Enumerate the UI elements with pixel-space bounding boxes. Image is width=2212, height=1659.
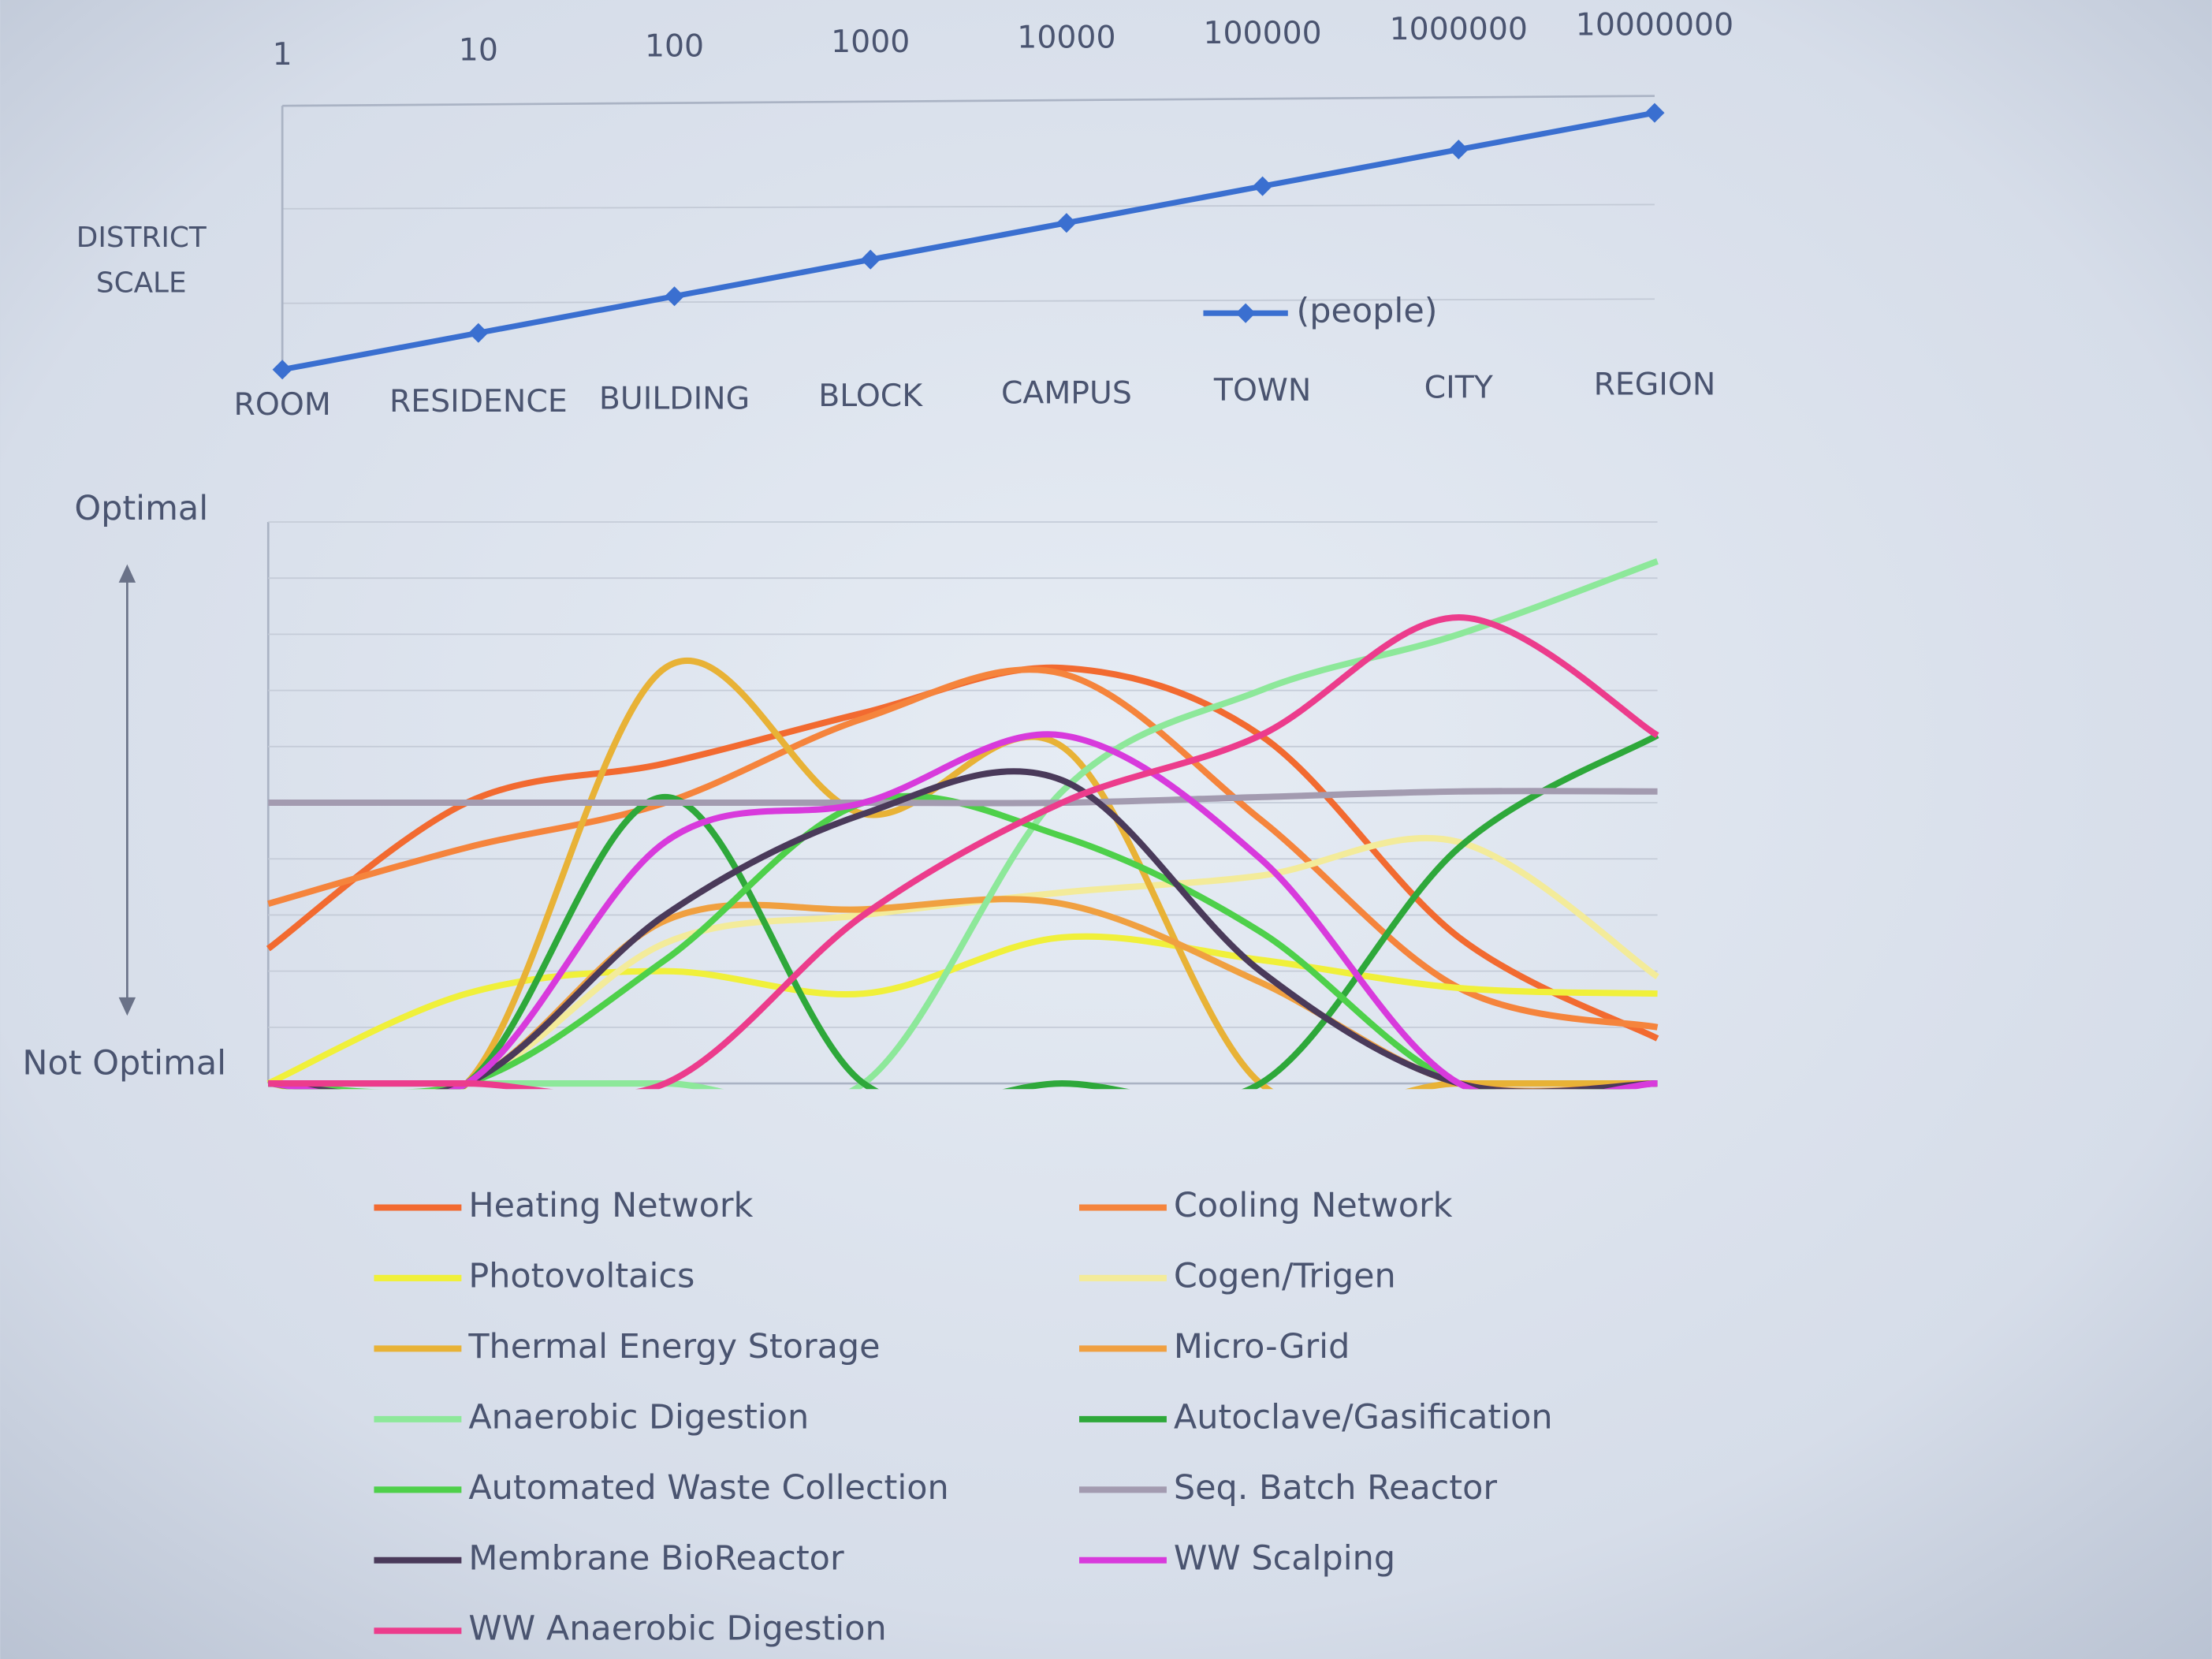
x-tick-label: REGION: [1594, 367, 1716, 403]
legend-label: Autoclave/Gasification: [1174, 1397, 1553, 1437]
series-line: [267, 666, 1659, 1031]
legend-label: (people): [1297, 292, 1438, 331]
x-tick-label: CITY: [1424, 369, 1494, 405]
data-label: 100000: [1203, 15, 1321, 51]
x-tick-label: ROOM: [234, 386, 331, 423]
y-label-top: Optimal: [74, 489, 208, 528]
frame-line: [282, 203, 1655, 210]
y-axis-label: DISTRICT SCALE: [76, 220, 207, 300]
y-label-box: DISTRICT SCALE: [76, 220, 207, 300]
y-label-bottom: Not Optimal: [22, 1043, 226, 1083]
legend-label: Anaerobic Digestion: [468, 1397, 809, 1437]
data-label: 100: [645, 28, 704, 64]
legend-label: WW Anaerobic Digestion: [468, 1609, 886, 1649]
point-marker: [272, 360, 292, 380]
legend-label: Membrane BioReactor: [468, 1538, 844, 1578]
legend-label: Thermal Energy Storage: [467, 1327, 880, 1366]
legend-label: Cooling Network: [1174, 1186, 1453, 1225]
legend-label: Heating Network: [468, 1186, 753, 1225]
legend-label: Photovoltaics: [468, 1256, 695, 1296]
frame-line: [282, 95, 1655, 107]
x-tick-label: CAMPUS: [1001, 375, 1132, 411]
legend-label: Micro-Grid: [1174, 1327, 1350, 1366]
series-line: [268, 733, 1659, 1090]
series-line: [268, 788, 1658, 807]
frame-line: [282, 298, 1655, 304]
x-tick-label: BLOCK: [818, 378, 923, 414]
series-line: [266, 933, 1658, 1087]
x-tick-label: BUILDING: [599, 381, 750, 417]
plot-area: [266, 558, 1659, 1090]
series-line: [268, 558, 1659, 1090]
legend-label: Seq. Batch Reactor: [1174, 1468, 1498, 1508]
legend-label: WW Scalping: [1174, 1538, 1395, 1578]
series-line: [268, 613, 1659, 1090]
x-tick-label: TOWN: [1213, 372, 1311, 408]
series-line: [281, 110, 1655, 373]
data-label: 1: [273, 36, 292, 73]
x-tick-label: RESIDENCE: [389, 383, 568, 419]
legend-label: Cogen/Trigen: [1174, 1256, 1396, 1296]
series-line: [268, 731, 1658, 1090]
legend-label: Automated Waste Collection: [468, 1468, 948, 1508]
series-line: [268, 768, 1658, 1090]
data-label: 1000: [831, 24, 910, 60]
data-label: 10000000: [1576, 6, 1733, 43]
data-label: 1000000: [1390, 11, 1528, 47]
data-label: 10: [459, 32, 498, 69]
data-label: 10000: [1017, 20, 1115, 56]
